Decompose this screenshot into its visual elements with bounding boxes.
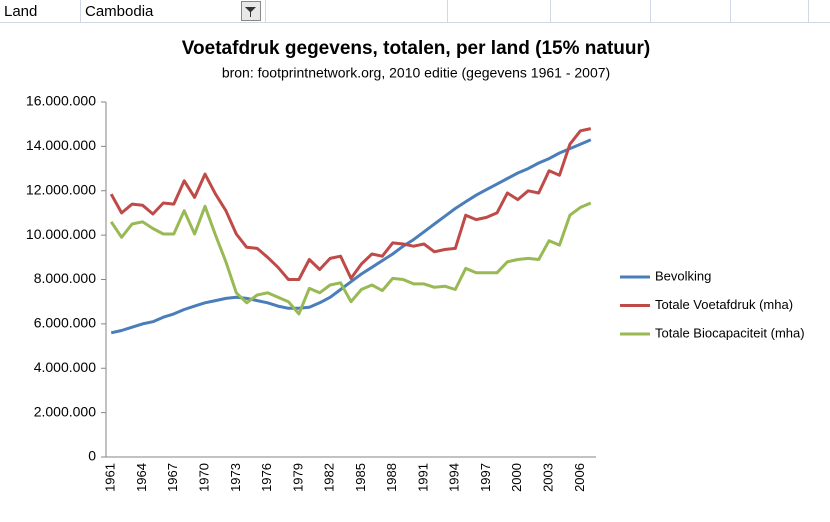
x-tick-label: 2006 [572,463,587,492]
series-line [109,201,592,316]
cell-label: Land [4,3,37,20]
x-tick-label: 1991 [415,463,430,492]
x-tick-label: 1979 [290,463,305,492]
filter-button[interactable] [241,1,261,21]
y-tick-label: 12.000.000 [26,181,96,197]
x-tick-label: 1982 [322,463,337,492]
cell-value[interactable]: Cambodia [85,3,154,20]
x-tick-label: 2003 [541,463,556,492]
legend-label: Bevolking [655,268,711,283]
legend-label: Totale Biocapaciteit (mha) [655,325,805,340]
x-tick-label: 1976 [259,463,274,492]
x-tick-label: 1985 [353,463,368,492]
y-tick-label: 2.000.000 [34,403,96,419]
y-tick-label: 10.000.000 [26,226,96,242]
y-tick-label: 0 [88,448,96,464]
x-tick-label: 1973 [228,463,243,492]
x-tick-label: 2000 [509,463,524,492]
y-tick-label: 14.000.000 [26,137,96,153]
filter-icon[interactable] [245,7,256,17]
chart-title: Voetafdruk gegevens, totalen, per land (… [182,38,650,59]
x-tick-label: 1970 [196,463,211,492]
series-line [110,138,592,335]
y-tick-label: 4.000.000 [34,359,96,375]
series-line [109,127,592,281]
chart-subtitle: bron: footprintnetwork.org, 2010 editie … [222,65,610,81]
x-tick-label: 1967 [165,463,180,492]
plot: 0 2.000.000 4.000.000 6.000.000 8.000.000 10.… [26,93,805,492]
y-tick-label: 6.000.000 [34,315,96,331]
x-tick-label: 1988 [384,463,399,492]
y-tick-label: 16.000.000 [26,93,96,109]
x-tick-label: 1964 [134,463,149,492]
sheet-row: Land Cambodia [0,0,830,23]
y-tick-label: 8.000.000 [34,270,96,286]
x-tick-label: 1994 [447,463,462,492]
x-tick-label: 1961 [103,463,118,492]
x-tick-label: 1997 [478,463,493,492]
legend-label: Totale Voetafdruk (mha) [655,297,793,312]
